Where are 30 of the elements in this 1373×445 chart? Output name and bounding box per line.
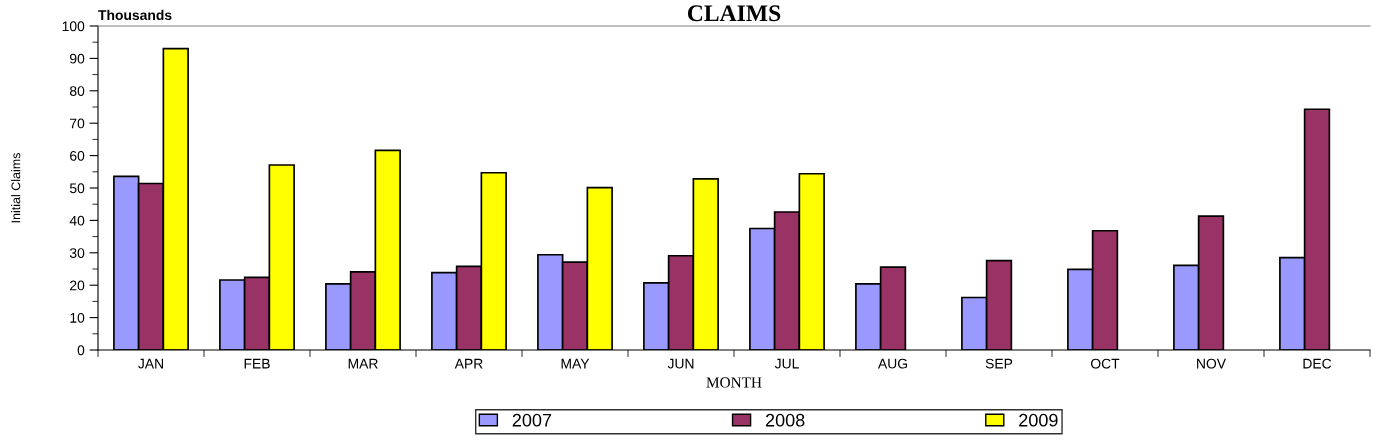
x-tick-label: MAR — [348, 358, 378, 369]
y-tick-label: 10 — [70, 312, 85, 323]
x-axis-title: MONTH — [706, 377, 762, 388]
y-tick-label: 70 — [70, 118, 85, 129]
legend-label: 2008 — [765, 413, 805, 427]
x-tick-label: APR — [454, 358, 483, 369]
y-tick-label: 100 — [62, 21, 85, 32]
legend-label: 2009 — [1019, 413, 1058, 427]
x-tick-label: SEP — [985, 358, 1013, 369]
chart-title: CLAIMS — [687, 5, 781, 22]
x-tick-label: MAY — [561, 358, 590, 369]
x-tick-label: OCT — [1091, 358, 1120, 369]
y-tick-label: 0 — [77, 345, 85, 356]
y-tick-label: 40 — [69, 215, 85, 226]
y-tick-label: 80 — [69, 86, 85, 96]
y-tick-label: 90 — [70, 53, 85, 64]
y-tick-label: 30 — [69, 248, 85, 258]
x-tick-label: JUL — [774, 358, 799, 369]
text: Thousands — [98, 9, 172, 21]
y-tick-label: 50 — [69, 183, 85, 194]
y-tick-label: 60 — [70, 150, 85, 161]
y-tick-label: 20 — [70, 280, 85, 291]
x-tick-label: AUG — [877, 358, 908, 369]
x-tick-label: JUN — [667, 358, 694, 369]
x-tick-label: DEC — [1303, 358, 1332, 369]
x-tick-label: NOV — [1197, 358, 1226, 369]
y-axis-title: Initial Claims — [11, 153, 21, 223]
x-tick-label: FEB — [244, 358, 270, 369]
x-tick-label: JAN — [138, 358, 163, 369]
legend-label: 2007 — [512, 413, 552, 427]
